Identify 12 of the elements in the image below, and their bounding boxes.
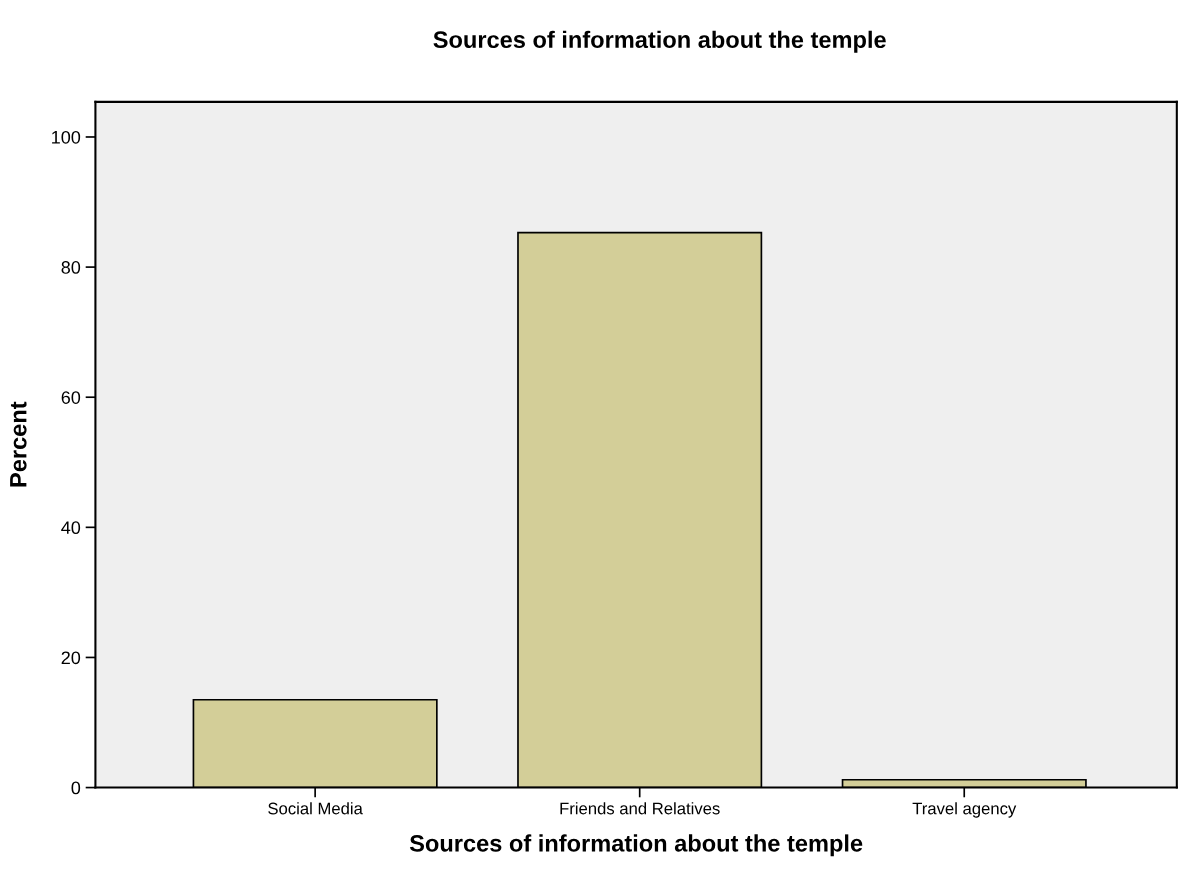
x-tick-label: Travel agency [912, 802, 1017, 818]
y-tick-label: 60 [61, 391, 81, 404]
y-tick-label: 40 [61, 521, 81, 535]
x-tick-label: Social Media [268, 802, 363, 815]
y-tick-label: 20 [61, 651, 81, 665]
y-axis-title: Percent [10, 401, 27, 487]
y-tick-label: 0 [71, 781, 81, 795]
x-tick-label: Friends and Relatives [560, 802, 720, 815]
y-tick-label: 80 [61, 261, 81, 274]
y-tick-label: 100 [52, 130, 81, 144]
chart-title: Sources of information about the temple [433, 30, 886, 53]
x-axis-title: Sources of information about the temple [409, 834, 863, 857]
